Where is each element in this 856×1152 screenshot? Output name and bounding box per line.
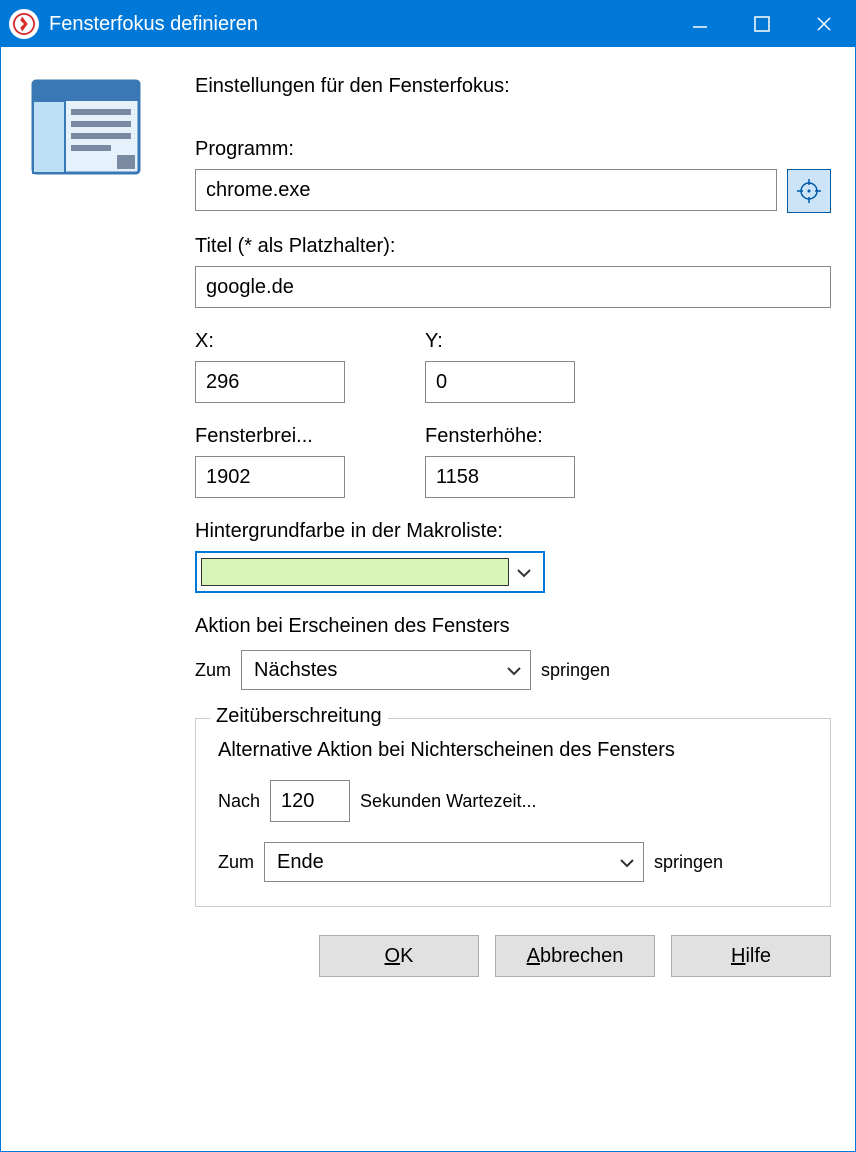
timeout-select[interactable]: Ende: [264, 842, 644, 882]
timeout-prefix: Zum: [218, 852, 254, 873]
close-button[interactable]: [793, 1, 855, 47]
timeout-after-label: Nach: [218, 791, 260, 812]
settings-heading: Einstellungen für den Fensterfokus:: [195, 75, 831, 98]
timeout-select-value: Ende: [277, 851, 611, 874]
timeout-suffix: springen: [654, 852, 723, 873]
title-label: Titel (* als Platzhalter):: [195, 235, 831, 258]
action-prefix: Zum: [195, 660, 231, 681]
minimize-button[interactable]: [669, 1, 731, 47]
window-title: Fensterfokus definieren: [49, 13, 669, 36]
x-label: X:: [195, 330, 395, 353]
title-input[interactable]: [195, 266, 831, 308]
width-label: Fensterbrei...: [195, 425, 395, 448]
app-icon: [9, 9, 39, 39]
action-label: Aktion bei Erscheinen des Fensters: [195, 615, 831, 638]
width-input[interactable]: [195, 456, 345, 498]
x-input[interactable]: [195, 361, 345, 403]
height-input[interactable]: [425, 456, 575, 498]
help-button[interactable]: Hilfe: [671, 935, 831, 977]
action-suffix: springen: [541, 660, 610, 681]
timeout-subtext: Alternative Aktion bei Nichterscheinen d…: [218, 739, 808, 762]
chevron-down-icon: [619, 851, 635, 874]
bgcolor-label: Hintergrundfarbe in der Makroliste:: [195, 520, 831, 543]
bgcolor-swatch: [201, 558, 509, 586]
cancel-button[interactable]: Abbrechen: [495, 935, 655, 977]
height-label: Fensterhöhe:: [425, 425, 625, 448]
program-label: Programm:: [195, 138, 831, 161]
maximize-button[interactable]: [731, 1, 793, 47]
action-select-value: Nächstes: [254, 659, 498, 682]
timeout-legend: Zeitüberschreitung: [210, 705, 388, 728]
timeout-groupbox: Zeitüberschreitung Alternative Aktion be…: [195, 718, 831, 907]
y-label: Y:: [425, 330, 625, 353]
program-input[interactable]: [195, 169, 777, 211]
action-select[interactable]: Nächstes: [241, 650, 531, 690]
timeout-seconds-input[interactable]: [270, 780, 350, 822]
window-illustration-icon: [31, 79, 141, 175]
chevron-down-icon: [506, 659, 522, 682]
crosshair-icon: [796, 178, 822, 204]
window-picker-button[interactable]: [787, 169, 831, 213]
ok-button[interactable]: OK: [319, 935, 479, 977]
timeout-seconds-suffix: Sekunden Wartezeit...: [360, 791, 536, 812]
titlebar: Fensterfokus definieren: [1, 1, 855, 47]
y-input[interactable]: [425, 361, 575, 403]
bgcolor-dropdown[interactable]: [195, 551, 545, 593]
chevron-down-icon: [509, 562, 539, 583]
